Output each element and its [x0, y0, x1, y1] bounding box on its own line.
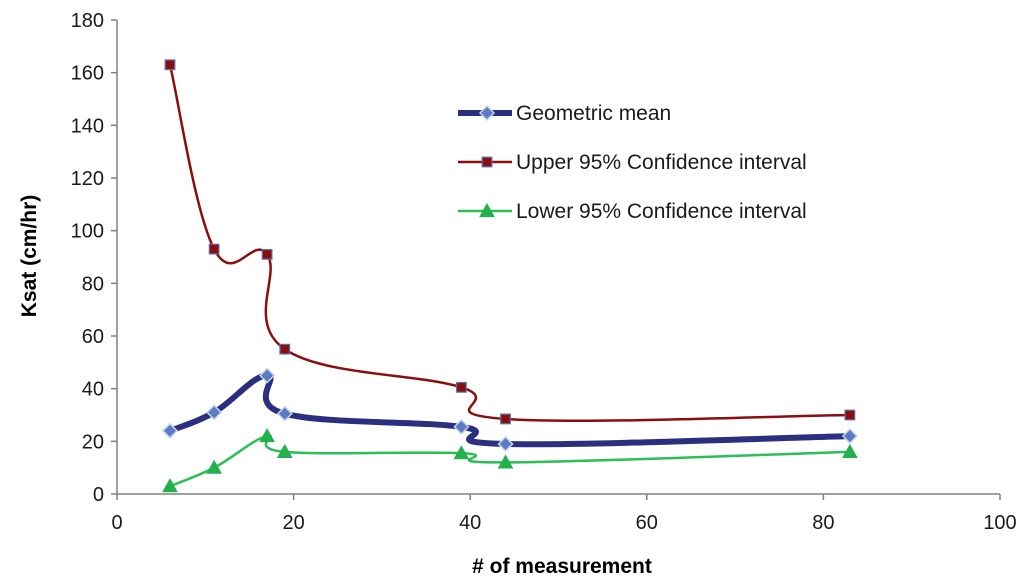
series-line — [168, 63, 852, 423]
series-upper-95-confidence-interval — [164, 59, 856, 425]
y-tick-label: 140 — [71, 115, 104, 137]
y-tick-label: 120 — [71, 168, 104, 190]
y-tick-label: 40 — [82, 379, 104, 401]
data-point — [497, 435, 514, 453]
data-point — [497, 454, 514, 469]
legend-label: Upper 95% Confidence interval — [516, 151, 807, 174]
x-tick-label: 80 — [812, 512, 834, 534]
y-tick-label: 100 — [71, 221, 104, 243]
data-point — [500, 413, 511, 425]
x-tick-label: 60 — [636, 512, 658, 534]
data-point — [259, 367, 276, 384]
series-line — [166, 372, 853, 448]
series-layer — [161, 59, 858, 493]
series-line — [168, 434, 852, 488]
series-lower-95-confidence-interval — [162, 428, 858, 493]
data-point — [279, 343, 291, 355]
data-point — [276, 405, 293, 422]
data-point — [455, 381, 467, 393]
x-tick-label: 20 — [282, 512, 304, 534]
data-point — [206, 459, 222, 474]
legend-item-geometric-mean: Geometric mean — [458, 102, 671, 125]
legend-item-upper-95-confidence-interval: Upper 95% Confidence interval — [458, 151, 807, 174]
y-tick-label: 80 — [82, 273, 104, 295]
data-point — [162, 478, 178, 493]
data-point — [161, 422, 179, 439]
y-tick-label: 180 — [71, 10, 104, 32]
data-point — [208, 243, 220, 255]
legend-label: Geometric mean — [516, 102, 671, 125]
data-point — [259, 428, 275, 443]
data-point — [261, 248, 273, 260]
axes: 0 20 40 60 80 100 120 140 160 180 0 20 40 60 80 100 — [71, 10, 1017, 534]
legend-marker — [479, 202, 495, 218]
legend-label: Lower 95% Confidence interval — [516, 200, 807, 223]
data-point — [164, 59, 176, 71]
y-tick-label: 160 — [71, 63, 104, 85]
y-axis-title: Ksat (cm/hr) — [18, 195, 41, 318]
data-point — [844, 409, 856, 421]
data-point — [206, 404, 223, 421]
legend-marker — [478, 104, 496, 122]
series-geometric-mean — [161, 367, 858, 453]
x-tick-label: 0 — [111, 512, 122, 534]
legend: Geometric mean Upper 95% Confidence inter… — [458, 102, 807, 223]
x-tick-label: 100 — [983, 512, 1016, 534]
y-tick-label: 20 — [82, 431, 104, 453]
data-point — [276, 443, 293, 458]
x-axis-title: # of measurement — [472, 555, 652, 578]
legend-item-lower-95-confidence-interval: Lower 95% Confidence interval — [458, 200, 807, 223]
data-point — [842, 443, 858, 458]
legend-marker — [481, 156, 493, 168]
x-tick-label: 40 — [459, 512, 481, 534]
y-tick-label: 60 — [82, 326, 104, 348]
data-point — [453, 445, 470, 460]
y-tick-label: 0 — [93, 484, 104, 506]
data-point — [841, 428, 858, 445]
data-point — [453, 418, 470, 435]
